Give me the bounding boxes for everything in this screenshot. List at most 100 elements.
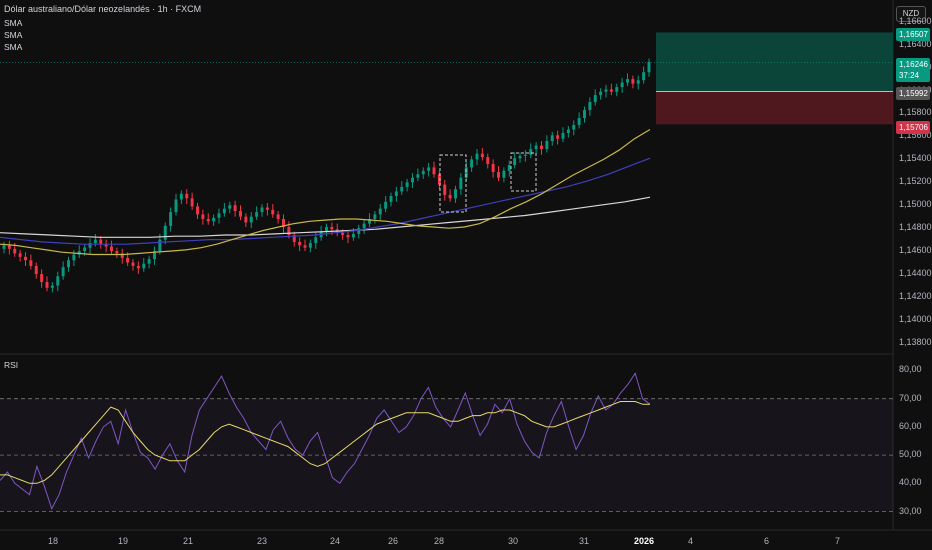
- candle-body: [642, 72, 646, 81]
- rsi-tick-label: 60,00: [899, 420, 922, 431]
- entry-price-tag: 1,15992: [896, 87, 930, 100]
- candle-body: [577, 118, 581, 125]
- candle-body: [260, 207, 264, 213]
- candle-body: [384, 201, 388, 209]
- candle-body: [7, 245, 11, 249]
- candle-body: [212, 217, 216, 222]
- pattern-box-1: [439, 154, 467, 213]
- take-profit-zone: [656, 32, 893, 92]
- time-tick-label: 6: [764, 536, 770, 546]
- candle-body: [609, 89, 613, 92]
- candle-body: [303, 245, 307, 248]
- candle-body: [163, 225, 167, 240]
- stop-loss-tag: 1,15706: [896, 121, 930, 134]
- sma-slow-line: [0, 196, 651, 238]
- price-tick-label: 1,15600: [899, 130, 932, 141]
- candle-body: [427, 167, 431, 171]
- candle-body: [556, 135, 560, 139]
- candle-body: [271, 209, 275, 215]
- candle-body: [448, 194, 452, 199]
- candle-body: [362, 223, 366, 229]
- candle-body: [298, 241, 302, 246]
- candle-body: [507, 165, 511, 171]
- price-tick-label: 1,15800: [899, 107, 932, 118]
- candle-body: [411, 177, 414, 183]
- candle-body: [491, 163, 495, 172]
- candle-body: [99, 239, 103, 245]
- candle-body: [486, 157, 490, 164]
- candle-body: [255, 212, 259, 217]
- candle-body: [239, 210, 242, 217]
- candle-body: [104, 244, 108, 247]
- candle-body: [72, 254, 76, 261]
- candle-body: [147, 259, 151, 264]
- candle-body: [394, 191, 398, 197]
- price-tick-label: 1,13800: [899, 336, 932, 347]
- candle-body: [593, 95, 597, 103]
- candle-body: [373, 214, 377, 219]
- candle-body: [566, 129, 570, 133]
- time-tick-label: 19: [118, 536, 129, 546]
- candle-body: [61, 267, 65, 277]
- candle-body: [93, 239, 97, 244]
- pattern-box-2: [510, 152, 537, 192]
- candle-body: [437, 174, 441, 185]
- indicator-sma-2[interactable]: SMA: [4, 30, 23, 40]
- candle-body: [351, 233, 355, 238]
- candle-body: [110, 246, 113, 252]
- candle-body: [346, 235, 350, 238]
- candle-body: [561, 132, 565, 139]
- indicator-sma-1[interactable]: SMA: [4, 18, 23, 28]
- price-tick-label: 1,14800: [899, 222, 932, 233]
- candle-body: [615, 87, 619, 92]
- candle-body: [185, 193, 189, 199]
- indicator-sma-3[interactable]: SMA: [4, 42, 23, 52]
- currency-button[interactable]: NZD: [896, 6, 926, 22]
- candle-body: [18, 253, 22, 257]
- rsi-ma-line: [0, 401, 650, 484]
- candle-body: [308, 243, 312, 248]
- candle-body: [545, 141, 549, 150]
- candle-body: [389, 196, 393, 202]
- candle-body: [599, 91, 603, 96]
- candle-body: [583, 110, 586, 119]
- candle-body: [550, 135, 554, 142]
- rsi-tick-label: 50,00: [899, 449, 922, 460]
- candle-body: [115, 251, 119, 254]
- candle-body: [249, 216, 253, 223]
- sma-fast-line: [0, 128, 651, 256]
- price-tick-label: 1,14600: [899, 245, 932, 256]
- candle-body: [518, 155, 522, 159]
- candle-body: [120, 253, 124, 258]
- candle-body: [443, 184, 447, 195]
- price-tick-label: 1,16400: [899, 38, 932, 49]
- candle-body: [131, 262, 135, 266]
- candle-body: [233, 205, 237, 211]
- candle-body: [620, 82, 624, 88]
- candle-body: [405, 182, 409, 187]
- candle-body: [475, 153, 479, 160]
- candle-body: [470, 159, 474, 168]
- candle-body: [604, 89, 608, 92]
- price-tick-label: 1,15400: [899, 153, 932, 164]
- rsi-tick-label: 80,00: [899, 364, 922, 375]
- candle-body: [169, 212, 173, 226]
- candle-body: [464, 167, 468, 178]
- price-tick-label: 1,16600: [899, 15, 932, 26]
- candle-body: [174, 199, 178, 213]
- candle-body: [222, 208, 226, 214]
- candle-body: [190, 198, 194, 207]
- time-tick-label: 23: [257, 536, 268, 546]
- time-tick-label: 24: [330, 536, 341, 546]
- price-tick-label: 1,15000: [899, 199, 932, 210]
- candle-body: [142, 263, 146, 269]
- price-tick-label: 1,14400: [899, 268, 932, 279]
- candle-body: [158, 239, 162, 252]
- time-tick-label: 26: [388, 536, 399, 546]
- candle-body: [314, 237, 318, 244]
- candle-body: [378, 208, 382, 215]
- candle-body: [136, 266, 140, 269]
- candle-body: [77, 251, 81, 255]
- candle-body: [217, 213, 221, 218]
